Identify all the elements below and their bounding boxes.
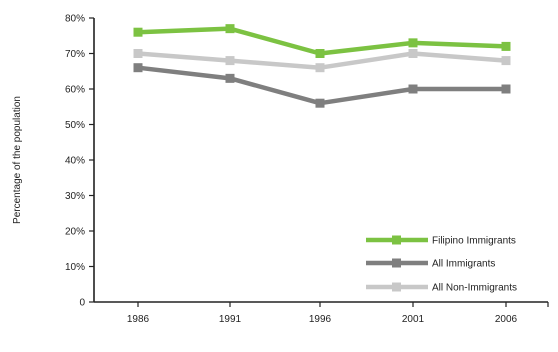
data-point [502,56,511,65]
legend-marker [392,283,401,292]
legend-marker [392,259,401,268]
y-tick-label: 80% [65,14,85,25]
data-point [134,63,143,72]
x-ticks: 1986 1991 1996 2001 2006 [127,302,548,325]
y-tick-label: 70% [65,49,85,60]
data-point [409,38,418,47]
data-point [409,85,418,94]
y-tick-label: 50% [65,120,85,131]
y-axis-title: Percentage of the population [12,96,23,224]
data-point [316,49,325,58]
data-point [409,49,418,58]
series-layer [134,24,511,108]
legend: Filipino Immigrants All Immigrants All Non… [366,236,517,294]
data-point [316,63,325,72]
series-line-all-immigrants [138,68,506,104]
y-tick-label: 0 [79,298,85,309]
x-tick-label: 1996 [309,314,332,325]
legend-label: All Non-Immigrants [432,283,517,294]
x-tick-label: 2001 [402,314,425,325]
data-point [316,99,325,108]
y-tick-label: 60% [65,85,85,96]
data-point [134,28,143,37]
legend-marker [392,236,401,245]
data-point [134,49,143,58]
x-tick-label: 1986 [127,314,150,325]
y-tick-label: 10% [65,262,85,273]
data-point [226,56,235,65]
legend-label: Filipino Immigrants [432,236,516,247]
y-tick-label: 40% [65,156,85,167]
x-tick-label: 2006 [495,314,518,325]
y-tick-label: 30% [65,191,85,202]
legend-label: All Immigrants [432,259,495,270]
data-point [226,24,235,33]
data-point [502,85,511,94]
x-tick-label: 1991 [219,314,242,325]
data-point [226,74,235,83]
data-point [502,42,511,51]
y-tick-label: 20% [65,227,85,238]
y-ticks: 0 10% 20% 30% 40% 50% 60% 70% 80% [65,14,94,309]
